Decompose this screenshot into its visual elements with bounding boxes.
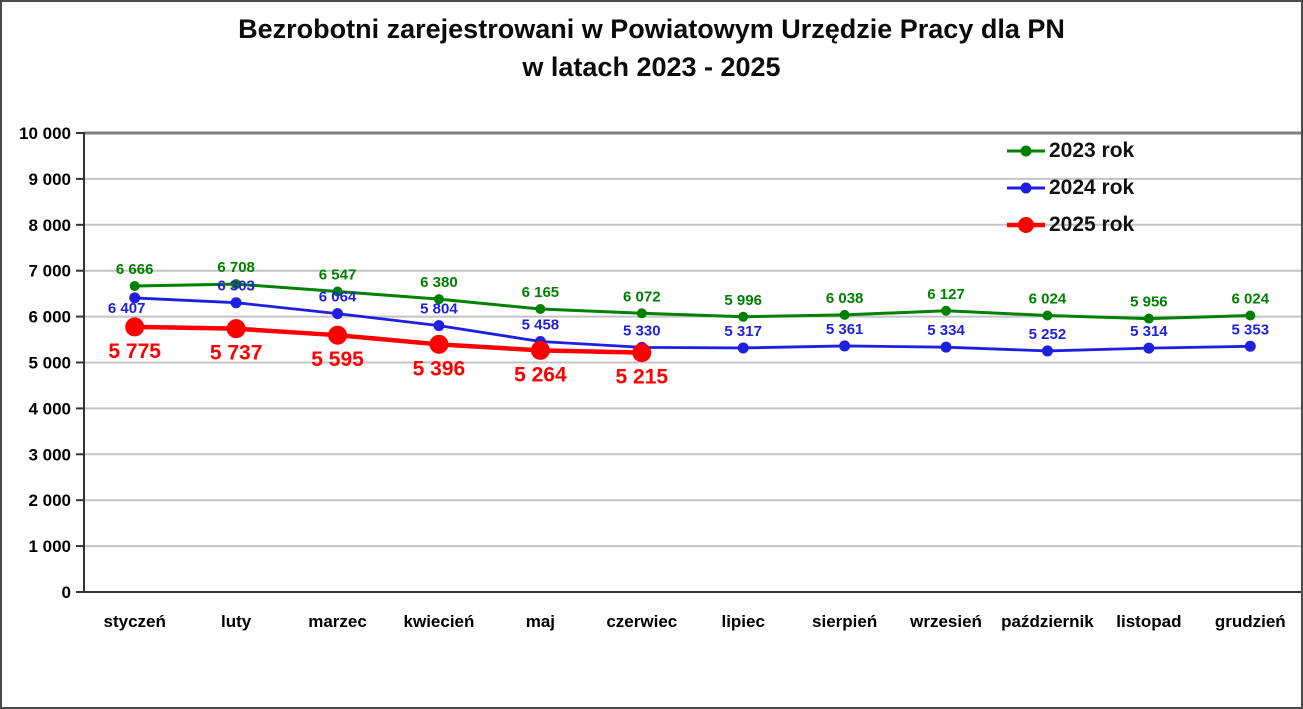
data-point-2023-rok-marzec (332, 286, 343, 297)
data-point-2024-rok-listopad (1143, 342, 1155, 354)
y-axis-tick-label-4000: 4 000 (28, 399, 71, 418)
legend-item-2023-rok: 2023 rok (1006, 132, 1134, 169)
data-point-2023-rok-styczeń (129, 281, 140, 292)
data-label-2024-rok-listopad: 5 314 (1130, 323, 1168, 340)
x-axis-label-lipiec: lipiec (721, 612, 764, 631)
x-axis-label-sierpień: sierpień (812, 612, 877, 631)
y-axis-tick-label-0: 0 (62, 583, 71, 602)
x-axis-label-marzec: marzec (308, 612, 367, 631)
legend-item-2024-rok: 2024 rok (1006, 169, 1134, 206)
data-point-2024-rok-grudzień (1244, 340, 1256, 352)
y-axis-tick-label-6000: 6 000 (28, 308, 71, 327)
data-point-2024-rok-sierpień (839, 340, 851, 352)
data-label-2024-rok-luty: 6 303 (217, 278, 255, 295)
y-axis-tick-label-5000: 5 000 (28, 354, 71, 373)
legend-swatch-2023-rok (1007, 145, 1045, 156)
data-point-2024-rok-kwiecień (433, 320, 445, 332)
data-point-2024-rok-wrzesień (940, 341, 952, 353)
y-axis-tick-label-2000: 2 000 (28, 491, 71, 510)
legend-label: 2025 rok (1049, 212, 1135, 236)
data-label-2024-rok-grudzień: 5 353 (1232, 321, 1270, 338)
y-axis-tick-label-3000: 3 000 (28, 445, 71, 464)
y-axis-tick-label-8000: 8 000 (28, 216, 71, 235)
data-point-2025-rok-kwiecień (429, 334, 449, 354)
series-2023-rok-line (133, 282, 1252, 321)
data-label-2025-rok-kwiecień: 5 396 (413, 357, 466, 380)
x-axis-label-grudzień: grudzień (1215, 612, 1286, 631)
data-point-2023-rok-maj (535, 304, 546, 315)
legend: 2023 rok 2024 rok 2025 rok (1006, 132, 1134, 243)
legend-swatch-2025-rok (1007, 216, 1045, 233)
data-point-2025-rok-marzec (328, 325, 348, 345)
data-label-2023-rok-luty: 6 708 (217, 259, 255, 276)
x-axis-label-wrzesień: wrzesień (909, 612, 982, 631)
data-label-2025-rok-marzec: 5 595 (311, 348, 364, 371)
data-point-2023-rok-sierpień (839, 309, 850, 320)
legend-swatch-2024-rok (1007, 182, 1045, 193)
data-point-2023-rok-luty (231, 279, 242, 290)
data-label-2024-rok-wrzesień: 5 334 (927, 322, 965, 339)
x-axis-label-czerwiec: czerwiec (606, 612, 677, 631)
data-point-2024-rok-lipiec (737, 342, 749, 354)
legend-item-2025-rok: 2025 rok (1006, 206, 1134, 243)
x-axis-label-październik: październik (1001, 612, 1094, 631)
data-label-2024-rok-styczeń: 6 407 (108, 300, 146, 317)
x-axis-label-kwiecień: kwiecień (404, 612, 475, 631)
data-label-2025-rok-luty: 5 737 (210, 342, 263, 365)
data-point-2023-rok-listopad (1143, 313, 1154, 324)
data-point-2024-rok-marzec (332, 308, 344, 320)
data-point-2024-rok-styczeń (129, 292, 141, 304)
data-label-2023-rok-lipiec: 5 996 (724, 292, 762, 309)
data-point-2023-rok-kwiecień (433, 294, 444, 305)
data-label-2024-rok-marzec: 6 064 (319, 289, 357, 306)
data-point-2025-rok-maj (530, 340, 550, 360)
data-label-2023-rok-marzec: 6 547 (319, 266, 357, 283)
data-point-2023-rok-grudzień (1245, 310, 1256, 321)
data-point-2024-rok-luty (230, 297, 242, 309)
x-axis-label-styczeń: styczeń (104, 612, 166, 631)
data-point-2025-rok-czerwiec (632, 343, 652, 363)
data-label-2024-rok-kwiecień: 5 804 (420, 301, 458, 318)
data-label-2024-rok-sierpień: 5 361 (826, 321, 864, 338)
legend-label: 2024 rok (1049, 175, 1135, 199)
data-point-2023-rok-czerwiec (636, 308, 647, 319)
y-axis-tick-label-1000: 1 000 (28, 537, 71, 556)
data-label-2023-rok-wrzesień: 6 127 (927, 286, 965, 303)
data-point-2023-rok-wrzesień (941, 305, 952, 316)
data-label-2024-rok-czerwiec: 5 330 (623, 322, 661, 339)
x-axis-label-luty: luty (221, 612, 252, 631)
x-axis-label-maj: maj (526, 612, 555, 631)
chart-title: Bezrobotni zarejestrowani w Powiatowym U… (2, 10, 1301, 86)
data-label-2023-rok-maj: 6 165 (522, 284, 560, 301)
data-point-2024-rok-październik (1041, 345, 1053, 357)
data-label-2023-rok-sierpień: 6 038 (826, 290, 864, 307)
data-label-2024-rok-październik: 5 252 (1029, 326, 1067, 343)
data-label-2025-rok-maj: 5 264 (514, 363, 567, 386)
data-label-2023-rok-czerwiec: 6 072 (623, 288, 661, 305)
x-axis-label-listopad: listopad (1116, 612, 1181, 631)
data-label-2025-rok-czerwiec: 5 215 (616, 366, 669, 389)
chart-title-line1: Bezrobotni zarejestrowani w Powiatowym U… (238, 14, 1065, 44)
data-label-2024-rok-lipiec: 5 317 (724, 323, 762, 340)
y-axis-tick-label-10000: 10 000 (19, 124, 71, 143)
chart-title-line2: w latach 2023 - 2025 (522, 52, 781, 82)
series-2025-rok-line (132, 324, 645, 355)
data-label-2024-rok-maj: 5 458 (522, 316, 560, 333)
data-label-2023-rok-październik: 6 024 (1029, 290, 1067, 307)
data-label-2023-rok-kwiecień: 6 380 (420, 274, 458, 291)
data-point-2023-rok-lipiec (738, 311, 749, 322)
data-point-2023-rok-październik (1042, 310, 1053, 321)
y-axis-tick-label-7000: 7 000 (28, 262, 71, 281)
series-2024-rok-line (133, 296, 1252, 353)
data-label-2023-rok-styczeń: 6 666 (116, 261, 154, 278)
data-point-2025-rok-styczeń (125, 317, 145, 337)
data-label-2023-rok-listopad: 5 956 (1130, 294, 1168, 311)
data-label-2025-rok-styczeń: 5 775 (108, 340, 161, 363)
legend-label: 2023 rok (1049, 138, 1135, 162)
data-label-2023-rok-grudzień: 6 024 (1232, 290, 1270, 307)
data-point-2025-rok-luty (226, 319, 246, 339)
y-axis-tick-label-9000: 9 000 (28, 170, 71, 189)
